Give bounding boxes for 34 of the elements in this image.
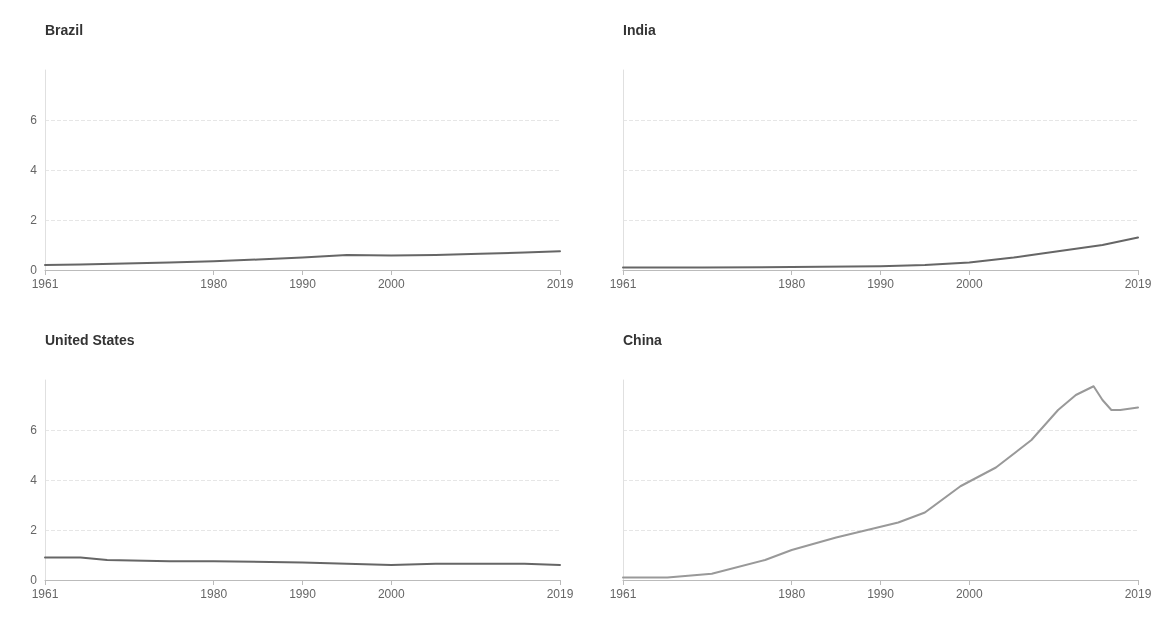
- x-tick-label: 2000: [377, 587, 405, 601]
- x-tick-label: 2000: [955, 587, 983, 601]
- y-tick-label: 2: [30, 523, 38, 537]
- chart-title: China: [623, 332, 663, 348]
- chart-title: India: [623, 22, 656, 38]
- x-tick-label: 1980: [200, 277, 228, 291]
- x-tick-label: 1961: [609, 587, 637, 601]
- y-tick-label: 2: [30, 213, 38, 227]
- x-tick-label: 1961: [609, 277, 637, 291]
- x-tick-label: 1990: [289, 587, 317, 601]
- x-tick-label: 2019: [1124, 587, 1152, 601]
- x-tick-label: 1990: [289, 277, 317, 291]
- line-series: [44, 250, 561, 266]
- y-tick-label: 4: [30, 163, 38, 177]
- x-tick-label: 1961: [31, 277, 59, 291]
- x-tick-label: 1961: [31, 587, 59, 601]
- chart-title: Brazil: [45, 22, 84, 38]
- x-tick-label: 1980: [778, 587, 806, 601]
- x-tick-label: 1980: [200, 587, 228, 601]
- x-tick-label: 2019: [1124, 277, 1152, 291]
- line-series: [44, 556, 561, 566]
- y-tick-label: 6: [30, 423, 38, 437]
- x-tick-label: 1990: [867, 277, 895, 291]
- x-tick-label: 2000: [377, 277, 405, 291]
- x-tick-label: 2019: [546, 587, 574, 601]
- y-tick-label: 0: [30, 573, 38, 587]
- y-tick-label: 6: [30, 113, 38, 127]
- y-tick-label: 4: [30, 473, 38, 487]
- chart-title: United States: [45, 332, 135, 348]
- x-tick-label: 1980: [778, 277, 806, 291]
- x-tick-label: 2000: [955, 277, 983, 291]
- x-tick-label: 1990: [867, 587, 895, 601]
- x-tick-label: 2019: [546, 277, 574, 291]
- y-tick-label: 0: [30, 263, 38, 277]
